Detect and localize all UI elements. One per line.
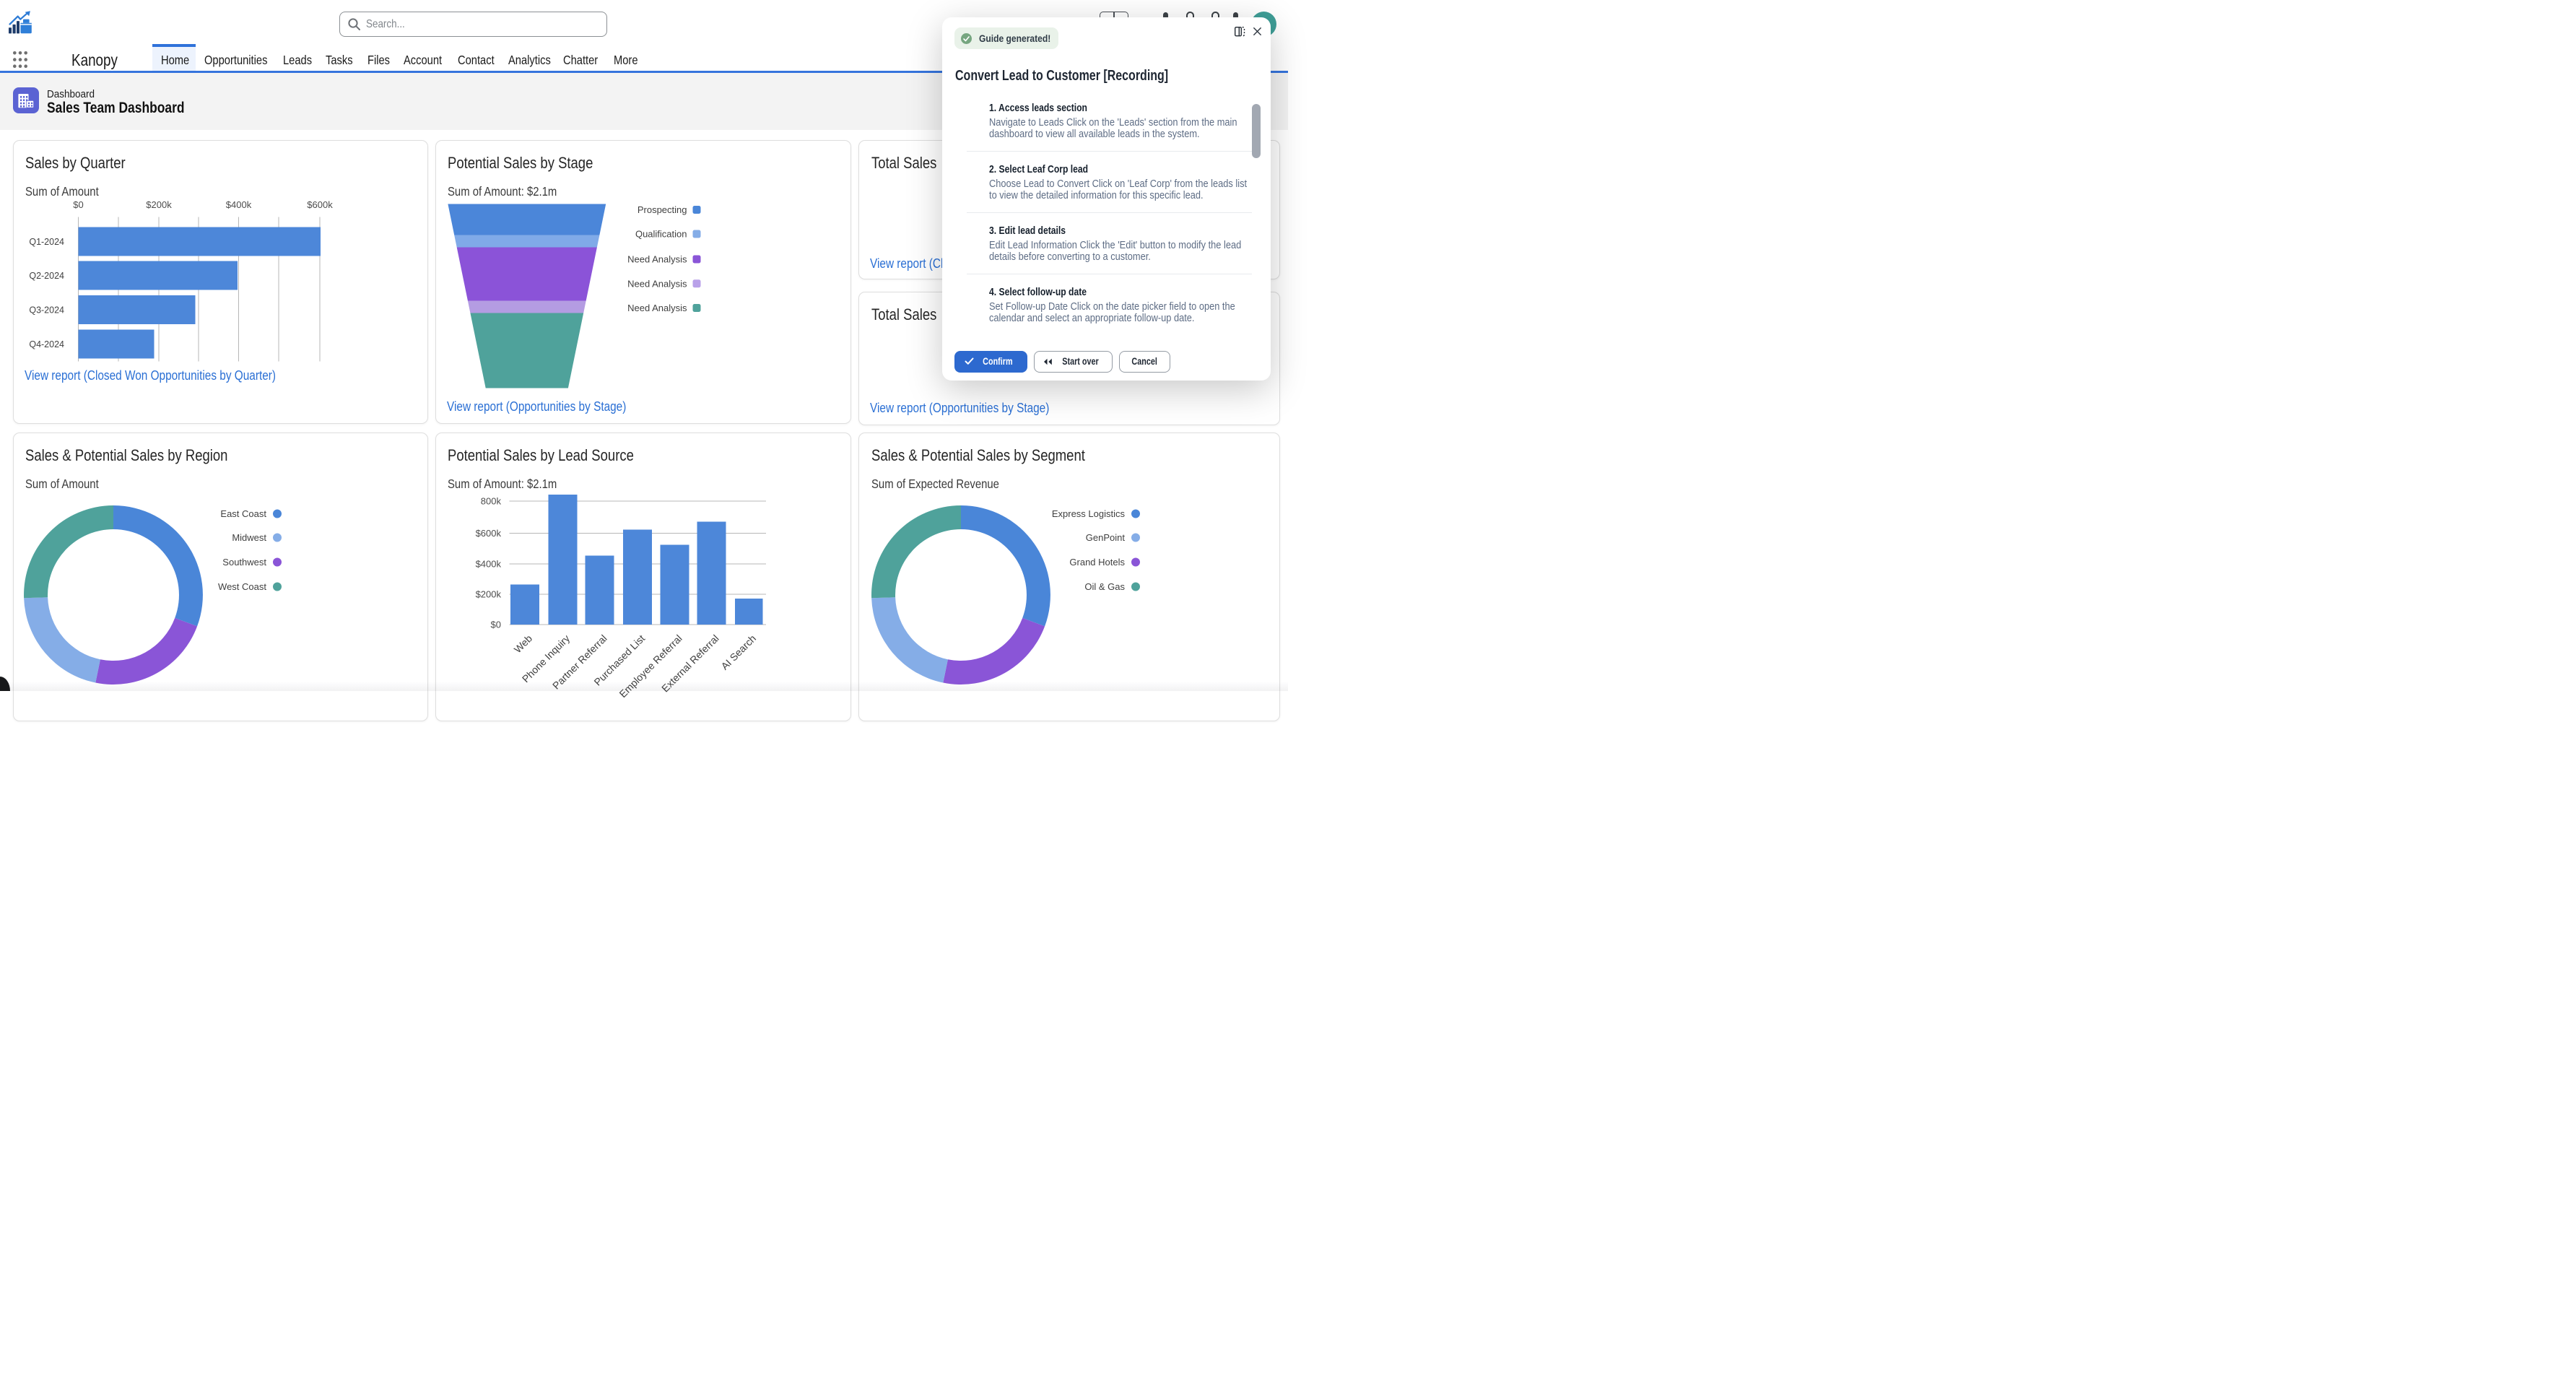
svg-text:Web: Web [511,633,534,656]
svg-text:Need Analysis: Need Analysis [627,303,687,313]
svg-text:East Coast: East Coast [220,508,266,519]
svg-text:Express Logistics: Express Logistics [1051,508,1125,519]
svg-text:Need Analysis: Need Analysis [627,254,687,265]
svg-text:West Coast: West Coast [218,581,266,592]
svg-text:Oil & Gas: Oil & Gas [1084,581,1125,592]
svg-text:800k: 800k [480,496,501,507]
svg-text:GenPoint: GenPoint [1085,532,1125,543]
svg-text:Need Analysis: Need Analysis [627,278,687,289]
svg-text:Q2-2024: Q2-2024 [29,271,64,281]
svg-text:$400k: $400k [225,199,251,210]
svg-text:Prospecting: Prospecting [637,204,687,215]
svg-text:$600k: $600k [307,199,333,210]
svg-text:$0: $0 [73,199,83,210]
svg-text:Q3-2024: Q3-2024 [29,305,64,316]
svg-text:$200k: $200k [475,589,501,600]
svg-text:Southwest: Southwest [222,557,266,568]
svg-text:Grand Hotels: Grand Hotels [1069,557,1125,568]
svg-text:Q1-2024: Q1-2024 [29,237,64,247]
svg-text:$400k: $400k [475,559,501,570]
svg-text:Midwest: Midwest [232,532,266,543]
svg-text:$200k: $200k [146,199,172,210]
svg-text:$600k: $600k [475,528,501,539]
svg-text:AI Search: AI Search [718,633,758,672]
svg-text:Qualification: Qualification [635,229,687,240]
svg-text:Q4-2024: Q4-2024 [29,339,64,349]
svg-text:$0: $0 [490,620,500,630]
